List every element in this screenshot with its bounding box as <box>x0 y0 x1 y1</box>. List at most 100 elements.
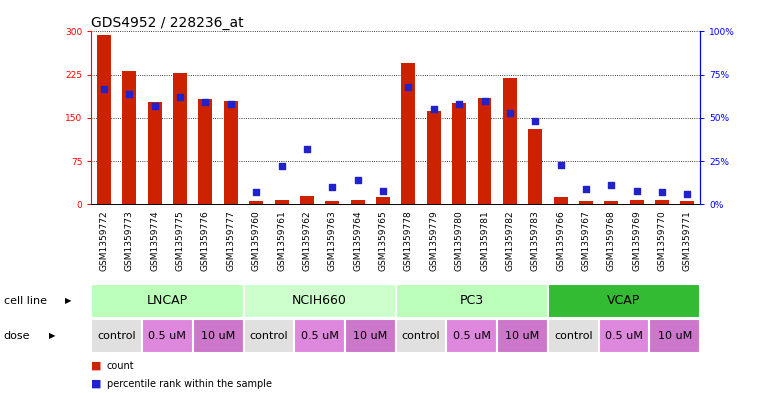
Point <box>428 106 440 112</box>
Bar <box>123 71 136 204</box>
Text: GSM1359761: GSM1359761 <box>277 211 286 272</box>
Text: GSM1359778: GSM1359778 <box>404 211 413 272</box>
Bar <box>97 35 111 204</box>
Bar <box>447 319 497 353</box>
Text: NCIH660: NCIH660 <box>292 294 347 307</box>
Bar <box>396 284 548 318</box>
Text: GSM1359777: GSM1359777 <box>226 211 235 272</box>
Text: 10 uM: 10 uM <box>505 331 540 341</box>
Point <box>555 162 567 168</box>
Text: percentile rank within the sample: percentile rank within the sample <box>107 379 272 389</box>
Point <box>224 101 237 107</box>
Point <box>453 101 465 107</box>
Text: cell line: cell line <box>4 296 47 306</box>
Text: ■: ■ <box>91 379 102 389</box>
Text: control: control <box>250 331 288 341</box>
Bar <box>275 200 288 204</box>
Text: 0.5 uM: 0.5 uM <box>453 331 491 341</box>
Text: 0.5 uM: 0.5 uM <box>148 331 186 341</box>
Text: GSM1359771: GSM1359771 <box>683 211 692 272</box>
Bar <box>300 196 314 204</box>
Text: ▶: ▶ <box>49 332 56 340</box>
Bar <box>528 129 542 204</box>
Bar <box>345 319 396 353</box>
Text: GSM1359773: GSM1359773 <box>125 211 134 272</box>
Text: GSM1359779: GSM1359779 <box>429 211 438 272</box>
Bar <box>680 202 695 204</box>
Point <box>301 146 313 152</box>
Text: LNCAP: LNCAP <box>147 294 188 307</box>
Point <box>98 85 110 92</box>
Text: GSM1359760: GSM1359760 <box>252 211 261 272</box>
Bar <box>396 319 447 353</box>
Text: GSM1359772: GSM1359772 <box>100 211 109 271</box>
Bar <box>649 319 700 353</box>
Text: control: control <box>554 331 593 341</box>
Bar <box>244 319 295 353</box>
Bar <box>244 284 396 318</box>
Text: GSM1359783: GSM1359783 <box>530 211 540 272</box>
Text: GSM1359766: GSM1359766 <box>556 211 565 272</box>
Point <box>681 191 693 197</box>
Point <box>479 97 491 104</box>
Bar <box>548 319 599 353</box>
Point <box>529 118 541 125</box>
Text: PC3: PC3 <box>460 294 484 307</box>
Point <box>656 189 668 195</box>
Bar <box>497 319 548 353</box>
Bar <box>351 200 365 204</box>
Bar <box>630 200 644 204</box>
Text: dose: dose <box>4 331 30 341</box>
Text: GDS4952 / 228236_at: GDS4952 / 228236_at <box>91 17 244 30</box>
Text: 10 uM: 10 uM <box>353 331 387 341</box>
Bar <box>478 98 492 204</box>
Point <box>352 177 364 183</box>
Point <box>377 187 389 194</box>
Text: GSM1359768: GSM1359768 <box>607 211 616 272</box>
Point <box>605 182 617 189</box>
Bar <box>174 73 187 204</box>
Bar <box>655 200 669 204</box>
Point <box>580 185 592 192</box>
Point <box>148 103 161 109</box>
Bar <box>295 319 345 353</box>
Text: GSM1359775: GSM1359775 <box>176 211 185 272</box>
Bar <box>199 99 212 204</box>
Text: GSM1359764: GSM1359764 <box>353 211 362 271</box>
Point <box>199 99 212 105</box>
Bar <box>91 319 142 353</box>
Bar <box>91 284 244 318</box>
Point <box>631 187 643 194</box>
Bar <box>326 202 339 204</box>
Text: GSM1359763: GSM1359763 <box>328 211 337 272</box>
Text: control: control <box>97 331 136 341</box>
Point <box>275 163 288 169</box>
Bar <box>402 62 416 204</box>
Bar <box>554 197 568 204</box>
Text: GSM1359765: GSM1359765 <box>378 211 387 272</box>
Text: 10 uM: 10 uM <box>658 331 692 341</box>
Text: ■: ■ <box>91 361 102 371</box>
Point <box>250 189 263 195</box>
Bar <box>452 103 466 204</box>
Point <box>326 184 339 190</box>
Bar <box>604 201 618 204</box>
Bar <box>193 319 244 353</box>
Text: VCAP: VCAP <box>607 294 641 307</box>
Point <box>123 90 135 97</box>
Text: GSM1359767: GSM1359767 <box>581 211 591 272</box>
Bar <box>249 202 263 204</box>
Text: GSM1359776: GSM1359776 <box>201 211 210 272</box>
Text: GSM1359782: GSM1359782 <box>505 211 514 271</box>
Bar <box>548 284 700 318</box>
Bar <box>579 202 593 204</box>
Text: 0.5 uM: 0.5 uM <box>605 331 643 341</box>
Text: count: count <box>107 361 134 371</box>
Text: 0.5 uM: 0.5 uM <box>301 331 339 341</box>
Point <box>403 84 415 90</box>
Text: GSM1359762: GSM1359762 <box>302 211 311 271</box>
Text: ▶: ▶ <box>65 296 72 305</box>
Bar <box>148 102 162 204</box>
Point <box>174 94 186 100</box>
Text: GSM1359769: GSM1359769 <box>632 211 642 272</box>
